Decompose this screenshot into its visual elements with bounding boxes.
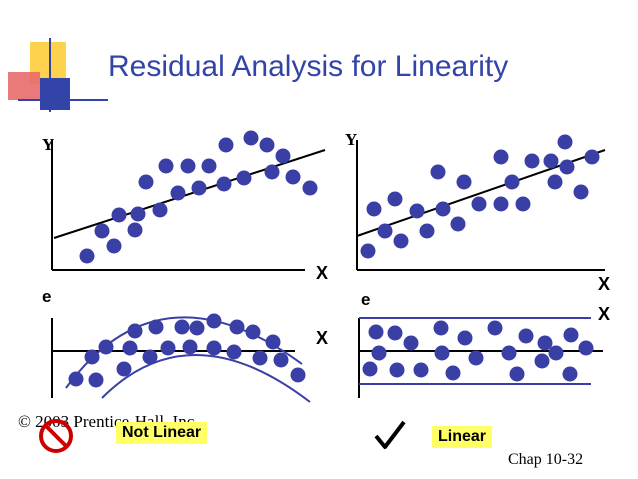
left-residual-plot xyxy=(51,313,311,403)
left-x-axis-label: X xyxy=(316,263,329,283)
right-x-axis-label: X xyxy=(598,274,611,294)
linear-label: Linear xyxy=(432,426,493,448)
page-number: Chap 10-32 xyxy=(508,451,584,468)
no-symbol-icon xyxy=(39,419,73,453)
left-y-axis-label: Y xyxy=(42,135,55,154)
not-linear-label: Not Linear xyxy=(116,422,208,444)
right-scatter-plot xyxy=(356,134,606,271)
left-lower-curve xyxy=(101,354,311,403)
right-y-axis-label: Y xyxy=(345,130,358,149)
left-residual-x-label: X xyxy=(316,328,329,348)
slide-title: Residual Analysis for Linearity xyxy=(108,50,509,83)
logo-squares-icon xyxy=(8,38,108,112)
left-residual-label: e xyxy=(42,287,52,306)
left-scatter-plot xyxy=(51,130,326,271)
right-residual-plot xyxy=(358,317,603,398)
right-residual-x-label: X xyxy=(598,304,611,324)
check-mark-icon xyxy=(374,420,406,449)
right-residual-label: e xyxy=(361,290,371,309)
left-fit-line xyxy=(53,149,326,239)
